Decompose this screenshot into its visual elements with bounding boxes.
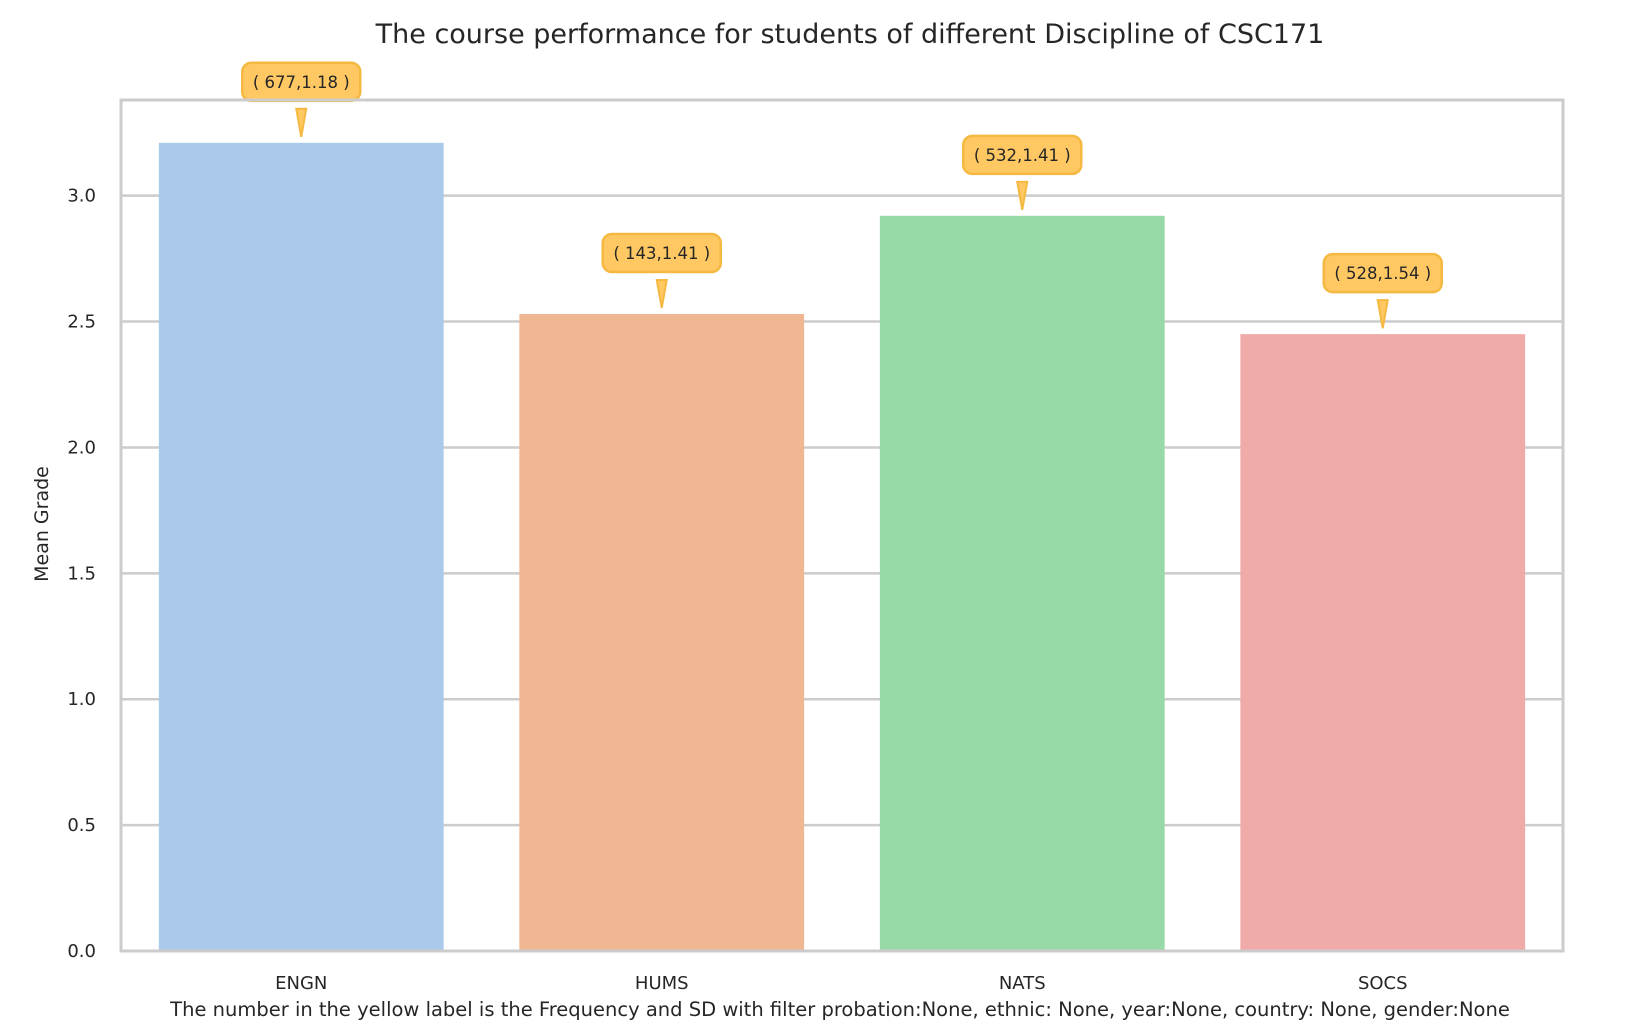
callouts: ( 677,1.18 ) ( 143,1.41 ) ( 532,1.41 ) ( 52… — [241, 61, 1443, 329]
plot-frame — [119, 98, 1565, 953]
y-ticks: 0.0 0.5 1.0 1.5 2.0 2.5 3.0 — [67, 186, 96, 962]
callout-arrow — [655, 279, 668, 309]
bar-engn — [158, 142, 444, 952]
x-tick-label: HUMS — [635, 973, 689, 994]
bar-nats — [879, 215, 1165, 951]
callout-arrow — [1376, 299, 1389, 329]
callout-arrow — [295, 107, 308, 137]
bar-socs — [1240, 334, 1526, 951]
callout-label: ( 528,1.54 ) — [1334, 264, 1431, 283]
callout-engn: ( 677,1.18 ) — [241, 61, 362, 137]
y-tick-label: 3.0 — [67, 186, 96, 207]
callout-socs: ( 528,1.54 ) — [1322, 252, 1443, 329]
y-tick-label: 0.0 — [67, 941, 96, 962]
y-tick-label: 1.0 — [67, 689, 96, 710]
y-tick-label: 2.5 — [67, 312, 96, 333]
x-tick-label: ENGN — [275, 973, 327, 994]
x-tick-label: SOCS — [1358, 973, 1408, 994]
x-ticks: ENGN HUMS NATS SOCS — [275, 973, 1407, 994]
callout-box — [1322, 252, 1443, 294]
callout-box — [962, 134, 1083, 176]
callout-label: ( 532,1.41 ) — [974, 146, 1071, 165]
y-tick-label: 1.5 — [67, 563, 96, 584]
y-tick-label: 0.5 — [67, 815, 96, 836]
bar-hums — [519, 314, 805, 951]
chart-title: The course performance for students of d… — [375, 19, 1325, 50]
callout-label: ( 143,1.41 ) — [613, 244, 710, 263]
callout-hums: ( 143,1.41 ) — [601, 232, 722, 309]
callout-arrow — [1016, 180, 1029, 210]
callout-label: ( 677,1.18 ) — [253, 73, 350, 92]
y-axis-label: Mean Grade — [31, 466, 53, 582]
x-axis-label: The number in the yellow label is the Fr… — [169, 998, 1510, 1021]
callout-box — [601, 232, 722, 274]
x-tick-label: NATS — [999, 973, 1046, 994]
bars — [158, 142, 1526, 952]
y-tick-label: 2.0 — [67, 437, 96, 458]
callout-nats: ( 532,1.41 ) — [962, 134, 1083, 210]
